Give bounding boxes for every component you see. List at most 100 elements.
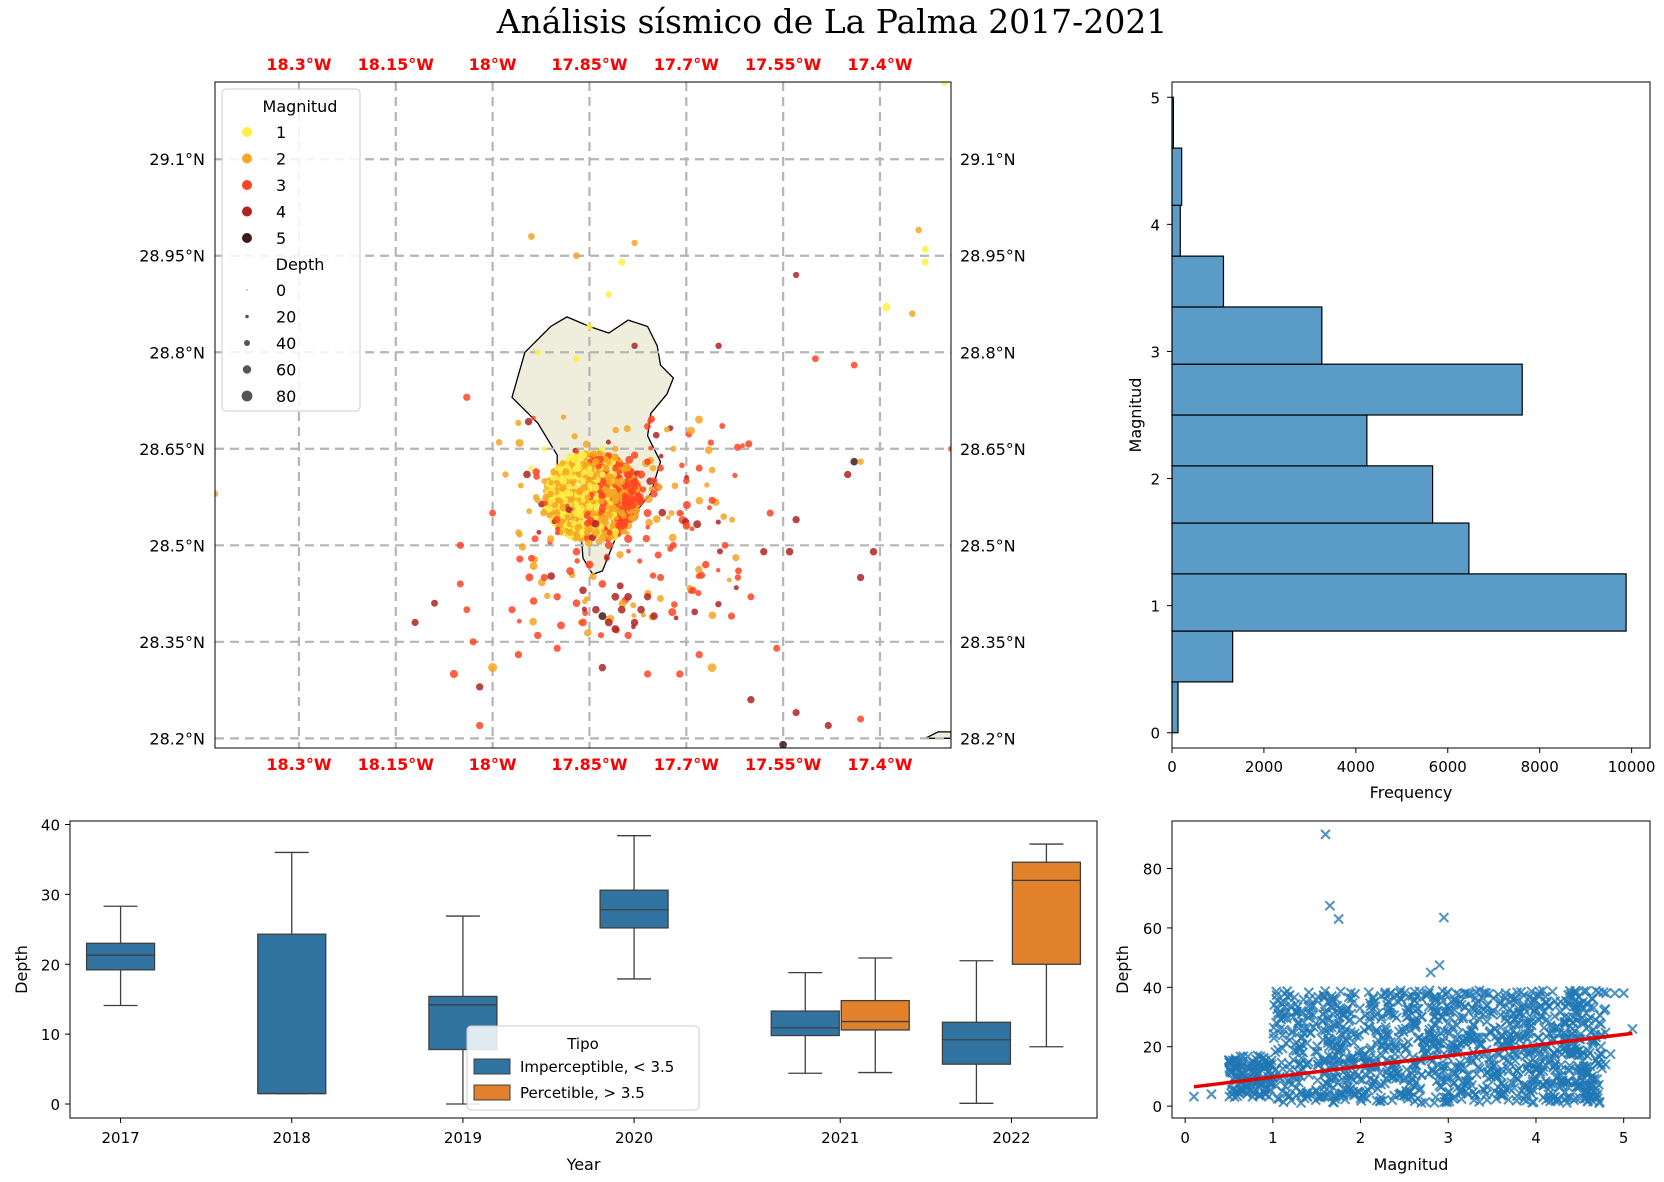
seismic-event-point	[695, 416, 703, 424]
seismic-event-point	[644, 670, 651, 677]
seismic-event-point	[773, 645, 780, 652]
seismic-event-point	[650, 572, 656, 578]
seismic-event-point	[531, 416, 536, 421]
seismic-event-point	[922, 259, 929, 266]
seismic-event-point	[606, 491, 612, 497]
seismic-event-point	[584, 629, 591, 636]
seismic-event-point	[590, 450, 597, 457]
seismic-event-point	[592, 606, 600, 614]
legend-marker-magnitud	[242, 180, 252, 190]
seismic-event-point	[523, 471, 531, 479]
seismic-event-point	[590, 510, 596, 516]
seismic-event-point	[747, 593, 754, 600]
map-lon-tick-bottom: 17.55°W	[745, 755, 822, 774]
seismic-event-point	[589, 492, 594, 497]
seismic-event-point	[567, 491, 573, 497]
map-lon-tick-top: 17.55°W	[745, 55, 822, 74]
seismic-event-point	[637, 470, 645, 478]
seismic-event-point	[450, 670, 458, 678]
seismic-event-point	[734, 444, 741, 451]
seismic-event-point	[606, 291, 612, 297]
seismic-event-point	[702, 561, 710, 569]
seismic-event-point	[614, 516, 619, 521]
map-lon-tick-bottom: 17.85°W	[551, 755, 628, 774]
boxplot-xlabel: Year	[566, 1155, 601, 1174]
seismic-event-point	[631, 343, 637, 349]
seismic-event-point	[544, 593, 550, 599]
regression-xtick-label: 4	[1531, 1129, 1541, 1147]
legend-marker-depth	[243, 365, 251, 373]
seismic-event-point	[592, 458, 599, 465]
seismic-event-point	[547, 572, 555, 580]
seismic-event-point	[596, 538, 603, 545]
seismic-event-point	[580, 478, 586, 484]
boxplot-panel: 2017 2018 2019 2020 2021 2022010203040YearDep…	[12, 816, 1097, 1174]
seismic-event-point	[547, 535, 554, 542]
seismic-event-point	[547, 490, 554, 497]
histogram-xtick-label: 2000	[1245, 758, 1283, 776]
map-lat-tick-left: 28.35°N	[139, 633, 205, 652]
seismic-event-point	[516, 555, 523, 562]
histogram-xtick-label: 0	[1167, 758, 1177, 776]
seismic-event-point	[528, 555, 535, 562]
legend-marker-magnitud	[242, 154, 252, 164]
seismic-event-point	[584, 520, 591, 527]
seismic-event-point	[604, 555, 610, 561]
seismic-event-point	[573, 509, 581, 517]
seismic-event-point	[560, 477, 567, 484]
seismic-event-point	[735, 567, 742, 574]
seismic-event-point	[857, 716, 864, 723]
boxplot-ytick-label: 30	[41, 886, 60, 904]
map-lon-tick-top: 17.85°W	[551, 55, 628, 74]
seismic-event-point	[612, 427, 618, 433]
seismic-event-point	[533, 473, 540, 480]
seismic-event-point	[659, 454, 664, 459]
map-lat-tick-right: 28.65°N	[960, 440, 1026, 459]
seismic-event-point	[463, 606, 470, 613]
regression-scatter-point	[1189, 1092, 1198, 1101]
seismic-event-point	[557, 621, 565, 629]
seismic-event-point	[735, 574, 741, 580]
seismic-event-point	[517, 619, 522, 624]
regression-scatter-point	[1207, 1090, 1216, 1099]
seismic-event-point	[567, 452, 573, 458]
regression-ylabel: Depth	[1113, 945, 1132, 994]
seismic-event-point	[637, 558, 642, 563]
seismic-event-point	[909, 310, 916, 317]
boxplot-legend-title: Tipo	[566, 1035, 599, 1053]
legend-marker-depth	[242, 391, 253, 402]
regression-scatter-point	[1426, 968, 1435, 977]
legend-marker-magnitud	[242, 207, 252, 217]
seismic-event-point	[609, 504, 617, 512]
seismic-event-point	[580, 484, 588, 492]
map-lat-tick-left: 28.8°N	[149, 343, 205, 362]
seismic-event-point	[709, 467, 716, 474]
seismic-event-point	[666, 515, 671, 520]
regression-scatter-point	[1619, 989, 1628, 998]
seismic-event-point	[624, 593, 632, 601]
seismic-event-point	[631, 619, 639, 627]
histogram-bar	[1172, 205, 1180, 256]
seismic-event-point	[716, 520, 721, 525]
seismic-event-point	[592, 484, 599, 491]
seismic-event-point	[625, 632, 632, 639]
seismic-event-point	[657, 595, 664, 602]
regression-xtick-label: 2	[1356, 1129, 1366, 1147]
seismic-event-point	[631, 613, 636, 618]
legend-title-magnitud: Magnitud	[263, 97, 338, 116]
seismic-event-point	[555, 530, 560, 535]
regression-xtick-label: 3	[1444, 1129, 1454, 1147]
seismic-event-point	[851, 362, 858, 369]
seismic-event-point	[543, 501, 548, 506]
histogram-bar	[1172, 523, 1469, 574]
seismic-event-point	[644, 593, 651, 600]
seismic-event-point	[566, 567, 574, 575]
seismic-event-point	[643, 535, 650, 542]
seismic-event-point	[567, 529, 574, 536]
boxplot-legend-label: Percetible, > 3.5	[520, 1084, 645, 1102]
histogram-ytick-label: 4	[1150, 216, 1160, 234]
seismic-event-point	[599, 493, 605, 499]
seismic-event-point	[683, 501, 691, 509]
seismic-event-point	[745, 440, 752, 447]
seismic-event-point	[590, 573, 597, 580]
